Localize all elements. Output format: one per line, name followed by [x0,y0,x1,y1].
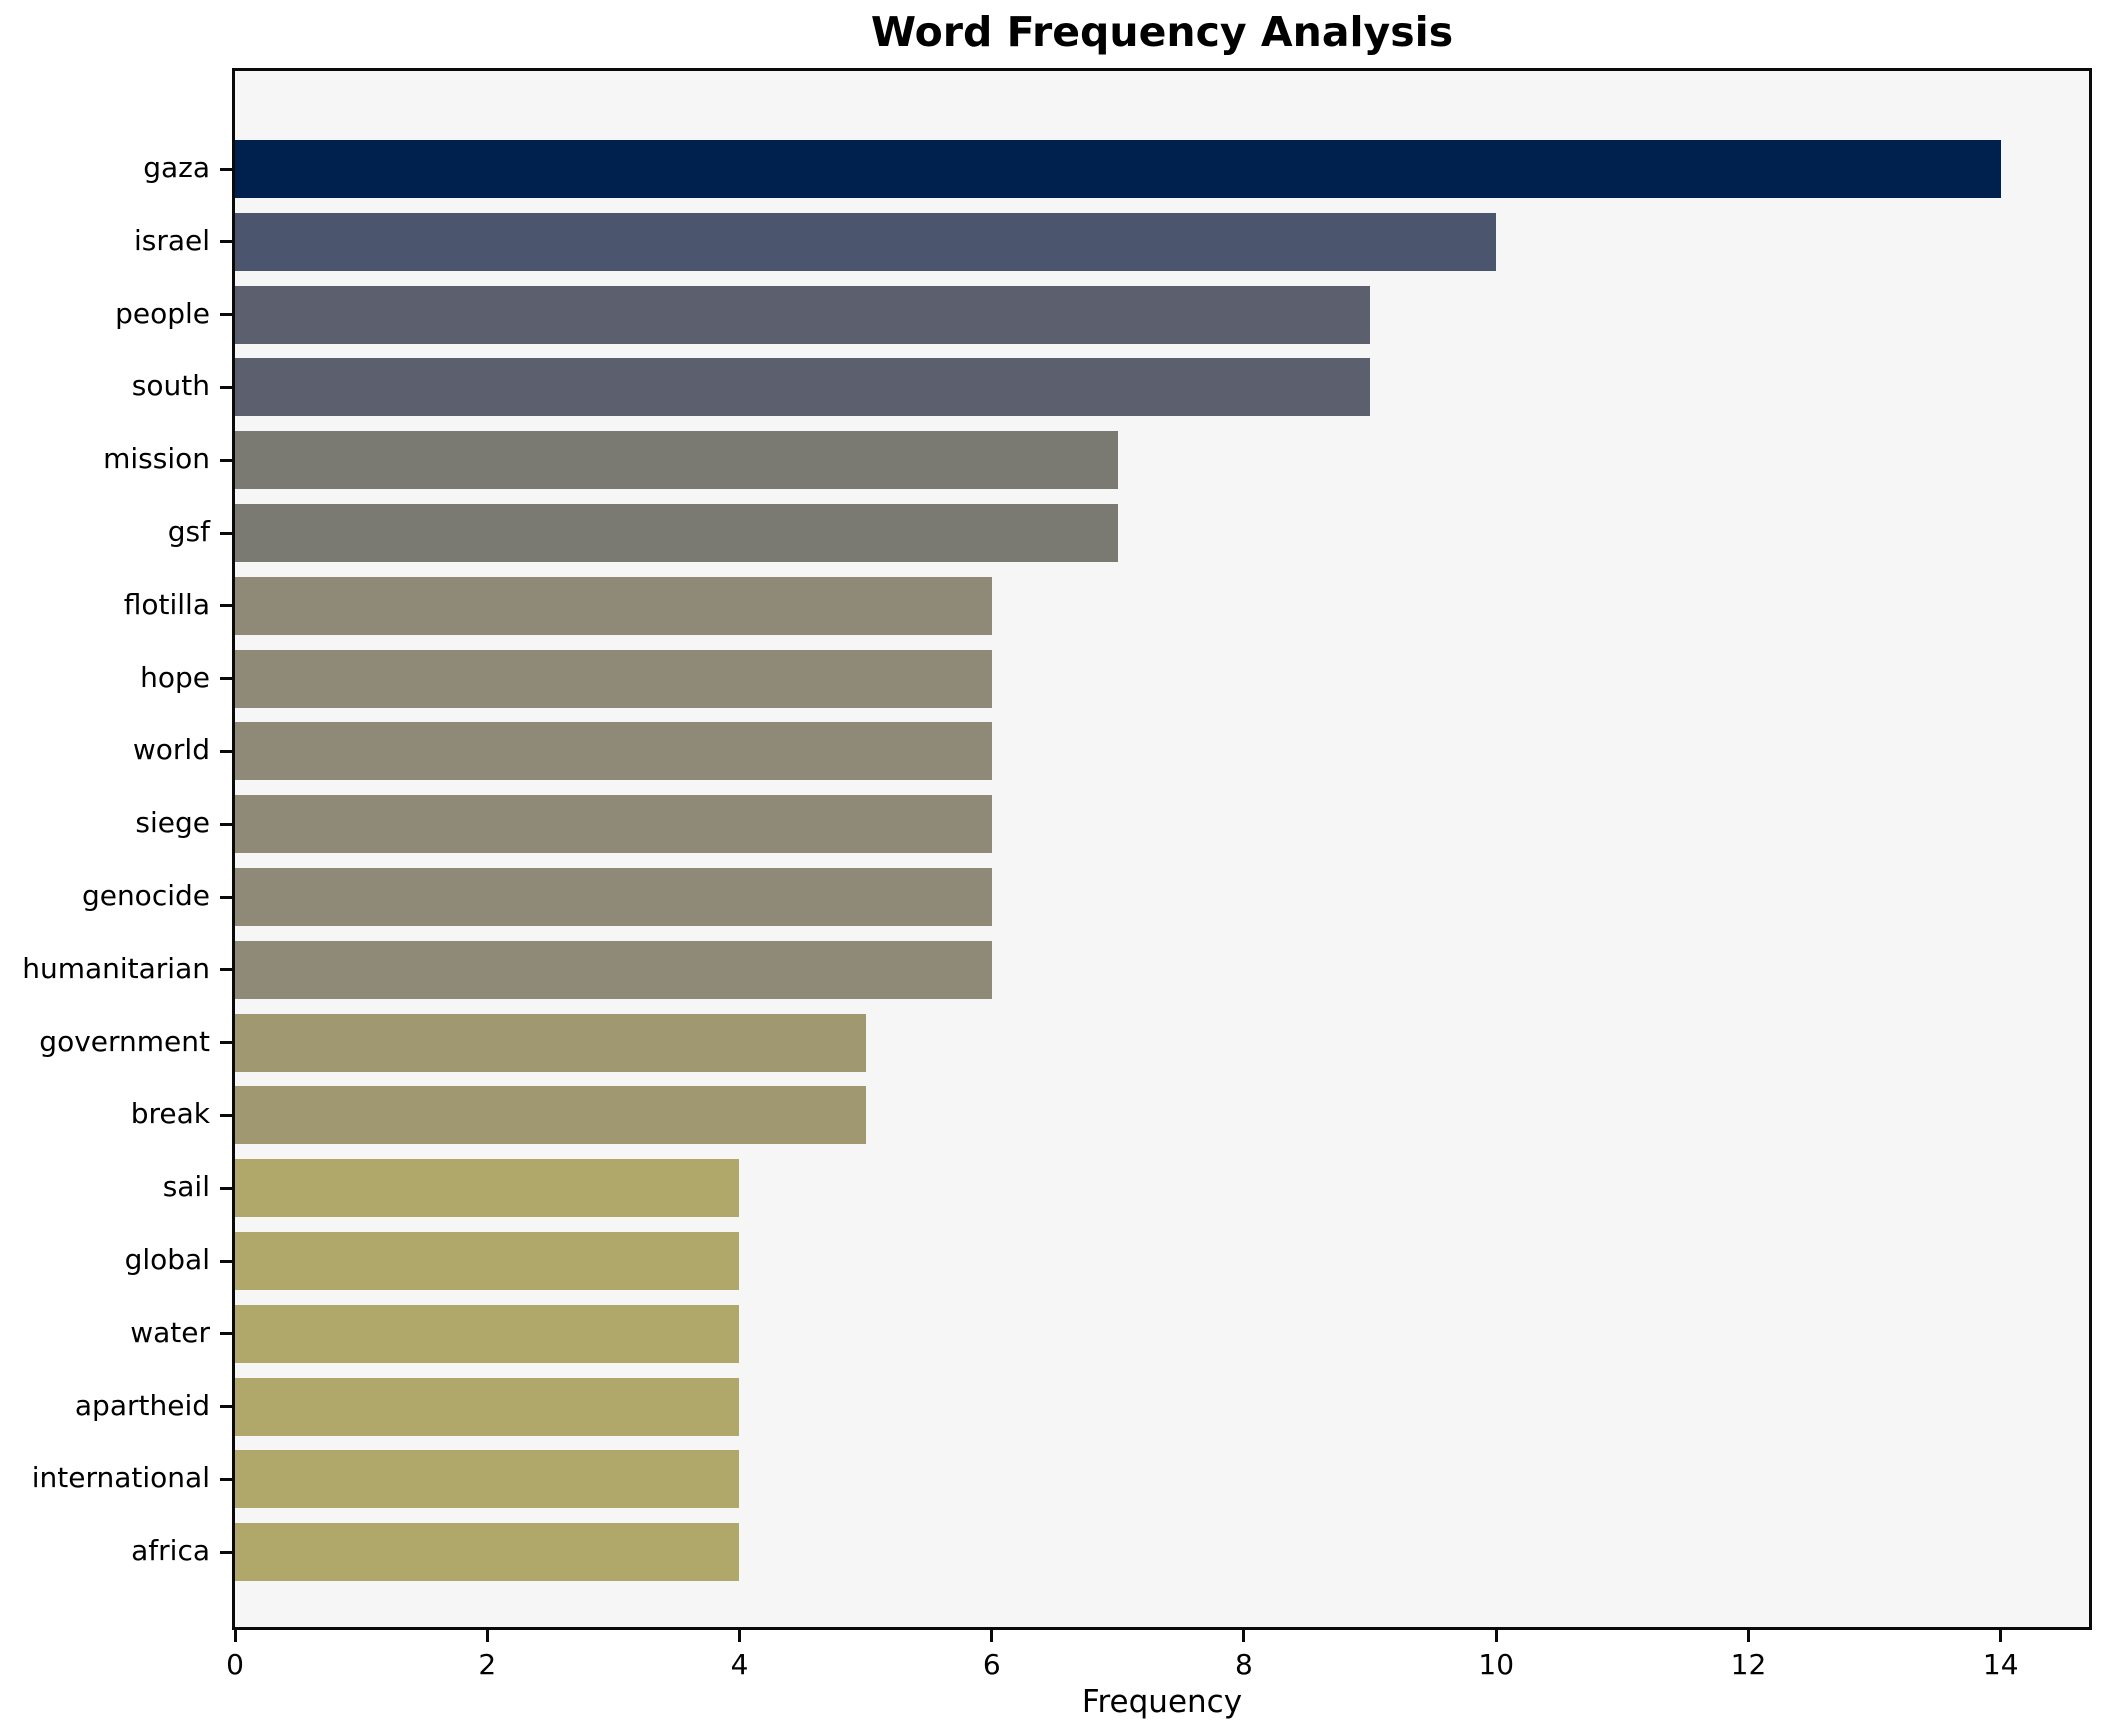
y-tick-label: government [39,1024,210,1058]
y-tick-label: mission [103,442,210,476]
y-tick-mark [220,1405,232,1409]
bar-south [235,358,1371,417]
x-tick-mark [485,1630,489,1642]
y-tick-label: gsf [167,515,210,548]
x-tick-mark [1999,1630,2003,1642]
bar-world [235,722,992,781]
y-tick-label: gaza [143,151,210,184]
y-tick-label: people [115,296,210,330]
y-tick-mark [220,1477,232,1481]
y-tick-label: africa [131,1534,210,1568]
y-tick-mark [220,458,232,462]
x-tick-mark [737,1630,741,1642]
y-tick-label: sail [162,1170,210,1204]
bar-hope [235,649,992,708]
y-tick-mark [220,749,232,753]
x-tick-mark [233,1630,237,1642]
y-tick-label: apartheid [74,1388,210,1422]
y-tick-label: south [131,369,210,403]
bar-genocide [235,868,992,926]
bar-international [235,1450,740,1509]
bar-gaza [235,140,2001,198]
y-tick-label: break [130,1097,210,1131]
y-tick-mark [220,1550,232,1554]
y-tick-mark [220,1186,232,1190]
y-tick-label: global [124,1243,210,1276]
y-tick-label: international [31,1461,210,1495]
bar-gsf [235,504,1118,562]
bar-africa [235,1523,740,1582]
y-tick-mark [220,167,232,171]
x-tick-label: 8 [1235,1648,1253,1681]
y-tick-mark [220,531,232,535]
x-axis-label: Frequency [1081,1684,1243,1720]
y-tick-mark [220,604,232,608]
y-tick-label: flotilla [123,587,210,621]
y-tick-mark [220,895,232,899]
x-tick-label: 14 [1982,1648,2019,1681]
bar-water [235,1304,740,1363]
x-tick-label: 10 [1478,1648,1515,1681]
y-tick-mark [220,1041,232,1045]
x-tick-label: 6 [982,1648,1001,1681]
bar-mission [235,431,1118,490]
bar-humanitarian [235,940,992,999]
x-tick-mark [1242,1630,1246,1642]
bar-people [235,285,1371,344]
y-tick-label: water [130,1315,210,1349]
y-tick-mark [220,677,232,681]
y-tick-mark [220,822,232,826]
x-tick-mark [990,1630,994,1642]
y-tick-label: humanitarian [22,951,210,985]
y-tick-mark [220,1259,232,1263]
x-tick-label: 0 [226,1648,244,1681]
y-tick-label: israel [133,223,210,257]
bar-israel [235,212,1497,271]
y-tick-mark [220,313,232,317]
y-tick-label: genocide [81,879,210,912]
bar-flotilla [235,576,992,635]
y-tick-label: world [132,733,210,767]
y-tick-mark [220,1332,232,1336]
y-tick-mark [220,1113,232,1117]
bar-apartheid [235,1377,740,1436]
x-tick-mark [1746,1630,1750,1642]
x-tick-label: 4 [730,1648,749,1681]
x-tick-label: 12 [1730,1648,1767,1681]
bar-siege [235,795,992,854]
y-tick-mark [220,385,232,389]
y-tick-label: siege [135,806,210,840]
y-tick-label: hope [140,660,210,694]
bar-government [235,1013,866,1072]
y-tick-mark [220,240,232,244]
chart-title: Word Frequency Analysis [870,8,1454,56]
y-tick-mark [220,968,232,972]
x-tick-mark [1494,1630,1498,1642]
bar-sail [235,1159,740,1218]
bar-global [235,1232,740,1290]
x-tick-label: 2 [478,1648,497,1681]
bar-break [235,1086,866,1145]
